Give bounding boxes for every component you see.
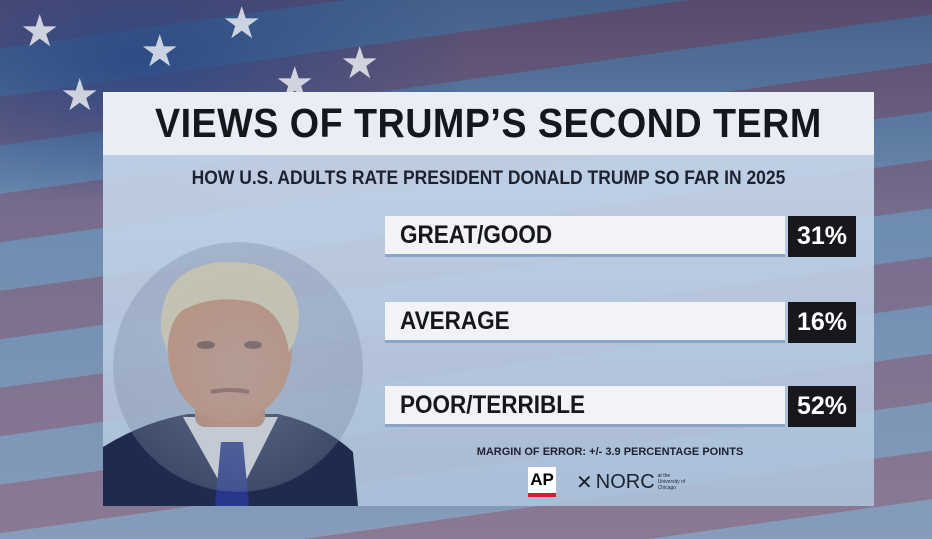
bar-row: GREAT/GOOD 31% [385, 216, 856, 257]
source-logos: AP ✕ NORC at the University of Chicago [528, 466, 688, 498]
bar-row: AVERAGE 16% [385, 302, 856, 343]
presidential-seal [113, 242, 363, 492]
category-label: AVERAGE [400, 306, 510, 335]
category-label: GREAT/GOOD [400, 220, 553, 249]
asterisk-icon: ✕ [576, 471, 593, 494]
bar-label-box: AVERAGE [385, 302, 785, 343]
bar-label-box: GREAT/GOOD [385, 216, 785, 257]
chart-subtitle: HOW U.S. ADULTS RATE PRESIDENT DONALD TR… [191, 168, 786, 189]
norc-logo-text: NORC [595, 470, 655, 493]
value-label: 31% [788, 216, 856, 257]
star-icon: ★ [340, 38, 380, 89]
bar-label-box: POOR/TERRIBLE [385, 386, 785, 427]
portrait-photo [103, 242, 363, 506]
graphic-panel: VIEWS OF TRUMP’S SECOND TERM HOW U.S. AD… [103, 92, 874, 506]
star-icon: ★ [60, 70, 100, 121]
star-icon: ★ [140, 26, 180, 77]
title-bar: VIEWS OF TRUMP’S SECOND TERM [103, 92, 874, 155]
value-label: 52% [788, 386, 856, 427]
norc-logo-subtext: at the University of Chicago [657, 473, 686, 491]
bar-row: POOR/TERRIBLE 52% [385, 386, 856, 427]
star-icon: ★ [222, 0, 262, 49]
category-label: POOR/TERRIBLE [400, 390, 586, 419]
value-label: 16% [788, 302, 856, 343]
star-icon: ★ [20, 6, 60, 57]
chart-title: VIEWS OF TRUMP’S SECOND TERM [155, 100, 822, 146]
margin-of-error-note: MARGIN OF ERROR: +/- 3.9 PERCENTAGE POIN… [476, 446, 744, 458]
norc-logo: ✕ NORC at the University of Chicago [576, 470, 688, 495]
ap-logo: AP [528, 467, 556, 497]
